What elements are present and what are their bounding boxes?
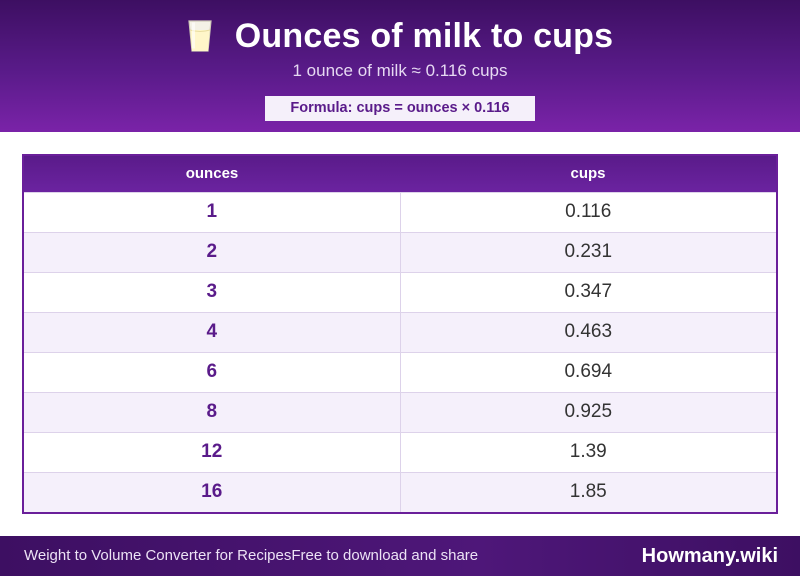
ounces-cell: 3 <box>24 271 401 312</box>
cups-cell: 0.694 <box>400 351 776 392</box>
cups-cell: 0.347 <box>400 271 776 312</box>
conversion-table: ounces cups 1 0.116 2 0.231 3 0.347 4 0.… <box>22 154 778 514</box>
cups-cell: 0.231 <box>400 231 776 272</box>
header: Ounces of milk to cups 1 ounce of milk ≈… <box>0 0 800 132</box>
ounces-cell: 8 <box>24 391 401 432</box>
column-header-ounces: ounces <box>185 165 239 183</box>
footer-text: Weight to Volume Converter for RecipesFr… <box>24 547 479 564</box>
ounces-cell: 4 <box>24 311 401 352</box>
table-row: 16 1.85 <box>24 471 776 512</box>
ounces-cell: 12 <box>24 431 401 472</box>
table-row: 8 0.925 <box>24 391 776 432</box>
cups-cell: 0.463 <box>400 311 776 352</box>
table: ounces cups 1 0.116 2 0.231 3 0.347 4 0.… <box>24 156 776 512</box>
cups-cell: 0.925 <box>400 391 776 432</box>
cups-cell: 0.116 <box>400 191 776 232</box>
footer-brand-link[interactable]: Howmany.wiki <box>641 545 778 567</box>
table-row: 2 0.231 <box>24 231 776 272</box>
subtitle: 1 ounce of milk ≈ 0.116 cups <box>292 61 508 80</box>
column-header-cups: cups <box>570 165 606 183</box>
table-row: 4 0.463 <box>24 311 776 352</box>
milk-glass-icon <box>187 19 213 53</box>
formula-badge: Formula: cups = ounces × 0.116 <box>265 96 535 121</box>
ounces-cell: 2 <box>24 231 401 272</box>
cups-cell: 1.39 <box>400 431 776 472</box>
table-row: 3 0.347 <box>24 271 776 312</box>
title-row: Ounces of milk to cups <box>0 14 800 58</box>
cups-cell: 1.85 <box>400 471 776 512</box>
table-header-row: ounces cups <box>24 156 776 192</box>
table-row: 6 0.694 <box>24 351 776 392</box>
footer: Weight to Volume Converter for RecipesFr… <box>0 536 800 576</box>
table-row: 12 1.39 <box>24 431 776 472</box>
ounces-cell: 16 <box>24 471 401 512</box>
ounces-cell: 1 <box>24 191 401 232</box>
page-title: Ounces of milk to cups <box>234 17 614 55</box>
ounces-cell: 6 <box>24 351 401 392</box>
table-row: 1 0.116 <box>24 191 776 232</box>
